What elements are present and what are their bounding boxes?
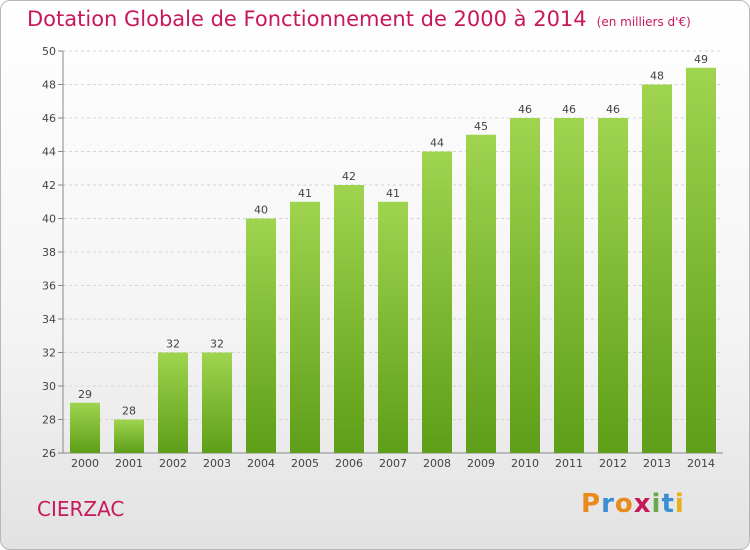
x-tick-label: 2001 bbox=[115, 457, 143, 470]
logo-letter: P bbox=[581, 489, 602, 519]
x-tick-label: 2003 bbox=[203, 457, 231, 470]
bar bbox=[554, 118, 584, 453]
bar bbox=[422, 151, 452, 453]
logo-letter: o bbox=[614, 489, 634, 519]
y-tick-label: 40 bbox=[42, 213, 56, 226]
unit-text: (en milliers d'€) bbox=[596, 15, 691, 29]
y-tick-label: 36 bbox=[42, 280, 56, 293]
data-label: 48 bbox=[650, 70, 664, 83]
y-tick-label: 46 bbox=[42, 112, 56, 125]
x-tick-label: 2000 bbox=[71, 457, 99, 470]
bar bbox=[246, 218, 276, 453]
x-tick-label: 2010 bbox=[511, 457, 539, 470]
logo-letter: i bbox=[674, 489, 685, 519]
bar bbox=[114, 419, 144, 453]
data-label: 46 bbox=[562, 103, 576, 116]
x-tick-label: 2005 bbox=[291, 457, 319, 470]
y-tick-label: 26 bbox=[42, 447, 56, 460]
bar bbox=[598, 118, 628, 453]
data-label: 41 bbox=[298, 187, 312, 200]
x-tick-label: 2004 bbox=[247, 457, 275, 470]
title-text: Dotation Globale de Fonctionnement de 20… bbox=[27, 7, 587, 31]
data-label: 42 bbox=[342, 170, 356, 183]
logo-letter: r bbox=[601, 489, 615, 519]
bar bbox=[334, 185, 364, 453]
x-tick-label: 2006 bbox=[335, 457, 363, 470]
y-tick-label: 44 bbox=[42, 146, 56, 159]
x-tick-label: 2014 bbox=[687, 457, 715, 470]
x-tick-label: 2011 bbox=[555, 457, 583, 470]
data-label: 41 bbox=[386, 187, 400, 200]
data-label: 49 bbox=[694, 53, 708, 66]
data-label: 32 bbox=[210, 338, 224, 351]
bar bbox=[466, 134, 496, 453]
data-label: 29 bbox=[78, 388, 92, 401]
data-label: 28 bbox=[122, 405, 136, 418]
logo-letter: i bbox=[651, 489, 662, 519]
data-label: 46 bbox=[518, 103, 532, 116]
y-tick-label: 32 bbox=[42, 347, 56, 360]
data-label: 46 bbox=[606, 103, 620, 116]
bar bbox=[510, 118, 540, 453]
y-tick-label: 34 bbox=[42, 313, 56, 326]
logo-letter: x bbox=[633, 489, 652, 519]
x-tick-label: 2012 bbox=[599, 457, 627, 470]
data-label: 44 bbox=[430, 137, 444, 150]
data-label: 40 bbox=[254, 204, 268, 217]
bar bbox=[378, 201, 408, 453]
bar bbox=[202, 352, 232, 453]
y-tick-label: 50 bbox=[42, 45, 56, 58]
y-tick-label: 38 bbox=[42, 246, 56, 259]
proxiti-logo[interactable]: Proxiti bbox=[581, 489, 685, 519]
y-tick-label: 28 bbox=[42, 414, 56, 427]
labels: 29 2000 28 2001 32 2002 32 2003 40 2004 41 2005 42 20… bbox=[71, 53, 715, 470]
data-label: 45 bbox=[474, 120, 488, 133]
y-tick-label: 30 bbox=[42, 380, 56, 393]
bar bbox=[290, 201, 320, 453]
x-tick-label: 2007 bbox=[379, 457, 407, 470]
x-tick-label: 2013 bbox=[643, 457, 671, 470]
data-label: 32 bbox=[166, 338, 180, 351]
x-tick-label: 2002 bbox=[159, 457, 187, 470]
bar bbox=[70, 402, 100, 453]
x-tick-label: 2008 bbox=[423, 457, 451, 470]
bars bbox=[70, 67, 716, 453]
chart-title: Dotation Globale de Fonctionnement de 20… bbox=[27, 7, 691, 31]
x-tick-label: 2009 bbox=[467, 457, 495, 470]
logo-letter: t bbox=[661, 489, 675, 519]
bar bbox=[642, 84, 672, 453]
city-name: CIERZAC bbox=[37, 497, 125, 521]
y-tick-label: 48 bbox=[42, 79, 56, 92]
y-tick-label: 42 bbox=[42, 179, 56, 192]
bar bbox=[158, 352, 188, 453]
bar bbox=[686, 67, 716, 453]
